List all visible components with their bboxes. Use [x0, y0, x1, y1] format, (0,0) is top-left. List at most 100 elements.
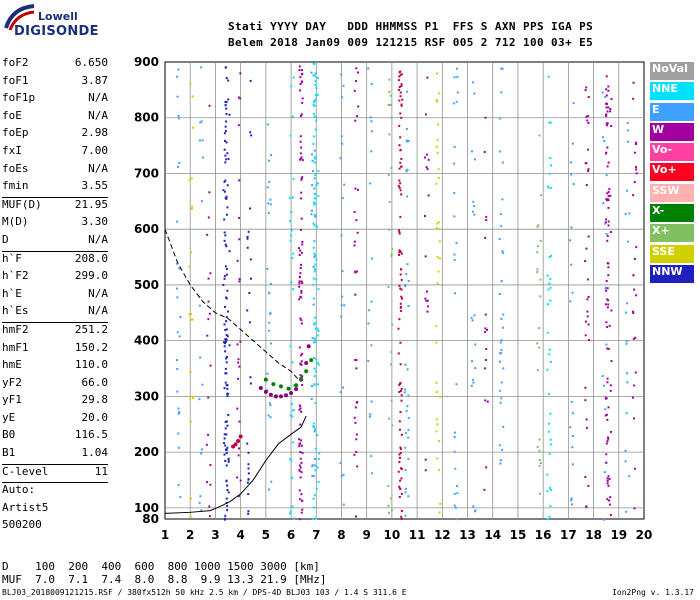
noise-point — [312, 303, 315, 306]
noise-point — [298, 69, 301, 72]
params-separator — [2, 321, 108, 323]
noise-point — [586, 119, 589, 122]
noise-point — [388, 78, 391, 81]
noise-point — [571, 446, 574, 449]
params-separator — [2, 196, 108, 198]
echo-trace-point — [258, 386, 263, 391]
noise-point — [225, 107, 228, 110]
noise-point — [584, 476, 587, 479]
noise-point — [498, 117, 501, 120]
noise-point — [300, 156, 303, 159]
noise-point — [208, 515, 211, 518]
noise-point — [605, 232, 608, 235]
noise-point — [292, 76, 295, 79]
noise-point — [177, 114, 180, 117]
noise-point — [584, 399, 587, 402]
noise-point — [224, 514, 227, 517]
noise-point — [225, 361, 228, 364]
noise-point — [399, 381, 402, 384]
noise-point — [370, 130, 373, 133]
param-name: yF1 — [2, 393, 22, 407]
noise-point — [177, 484, 180, 487]
noise-point — [311, 474, 314, 477]
noise-point — [179, 315, 182, 318]
noise-point — [178, 267, 181, 270]
noise-point — [342, 473, 345, 476]
noise-point — [399, 411, 402, 414]
noise-point — [452, 102, 455, 105]
noise-point — [207, 216, 210, 219]
noise-point — [177, 68, 180, 71]
param-value: 110.0 — [74, 358, 108, 372]
noise-point — [301, 159, 304, 162]
noise-point — [238, 179, 241, 182]
noise-point — [498, 360, 501, 363]
noise-point — [225, 355, 228, 358]
noise-point — [298, 489, 301, 492]
echo-trace-point — [286, 386, 291, 391]
y-tick-label: 500 — [134, 278, 159, 292]
noise-point — [399, 149, 402, 152]
noise-point — [610, 98, 613, 101]
noise-point — [399, 161, 402, 164]
noise-point — [299, 317, 302, 320]
noise-point — [316, 383, 319, 386]
noise-point — [354, 119, 357, 122]
noise-point — [549, 121, 552, 124]
noise-point — [605, 106, 608, 109]
noise-point — [606, 440, 609, 443]
noise-point — [200, 66, 203, 69]
noise-point — [354, 406, 357, 409]
noise-point — [267, 211, 270, 214]
noise-point — [189, 497, 192, 500]
noise-point — [549, 278, 552, 281]
noise-point — [609, 231, 612, 234]
noise-point — [300, 319, 303, 322]
noise-point — [587, 148, 590, 151]
noise-point — [300, 197, 303, 200]
noise-point — [585, 505, 588, 508]
noise-point — [269, 313, 272, 316]
noise-point — [227, 413, 230, 416]
noise-point — [226, 184, 229, 187]
noise-point — [390, 255, 393, 258]
noise-point — [311, 465, 314, 468]
noise-point — [207, 277, 210, 280]
noise-point — [470, 384, 473, 387]
noise-point — [472, 505, 475, 508]
noise-point — [605, 174, 608, 177]
noise-point — [454, 431, 457, 434]
noise-point — [584, 162, 587, 165]
noise-point — [227, 79, 230, 82]
noise-point — [548, 452, 551, 455]
noise-point — [314, 99, 317, 102]
noise-point — [548, 422, 551, 425]
noise-point — [341, 142, 344, 145]
noise-point — [299, 451, 302, 454]
noise-point — [223, 275, 226, 278]
noise-point — [237, 358, 240, 361]
noise-point — [368, 309, 371, 312]
param-name: h`Es — [2, 304, 29, 318]
noise-point — [315, 184, 318, 187]
noise-point — [318, 452, 321, 455]
noise-point — [398, 249, 401, 252]
noise-point — [632, 97, 635, 100]
noise-point — [317, 329, 320, 332]
noise-point — [224, 421, 227, 424]
noise-point — [389, 103, 392, 106]
noise-point — [226, 206, 229, 209]
noise-point — [607, 274, 610, 277]
noise-point — [398, 453, 401, 456]
noise-point — [538, 134, 541, 137]
noise-point — [300, 354, 303, 357]
echo-trace-point — [309, 358, 314, 363]
noise-point — [399, 189, 402, 192]
noise-point — [406, 405, 409, 408]
noise-point — [540, 194, 543, 197]
noise-point — [313, 270, 316, 273]
noise-point — [456, 75, 459, 78]
noise-point — [607, 220, 610, 223]
noise-point — [312, 425, 315, 428]
noise-point — [399, 95, 402, 98]
